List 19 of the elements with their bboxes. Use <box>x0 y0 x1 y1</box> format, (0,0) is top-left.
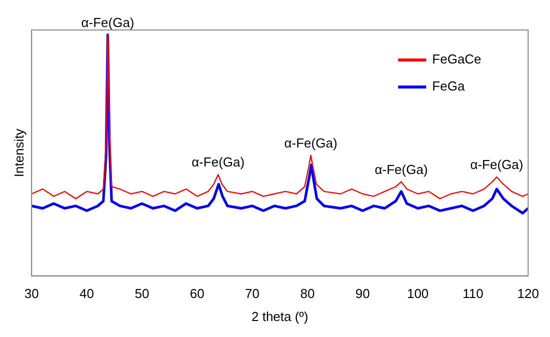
x-tick-label: 30 <box>24 286 39 302</box>
annotation: α-Fe(Ga) <box>374 162 428 177</box>
annotation: α-Fe(Ga) <box>470 157 524 172</box>
x-tick-label: 90 <box>355 286 370 302</box>
y-axis-title: Intensity <box>11 128 26 178</box>
x-tick-label: 80 <box>300 286 315 302</box>
x-tick-label: 70 <box>245 286 260 302</box>
annotation: α-Fe(Ga) <box>81 14 134 30</box>
x-tick-label: 60 <box>190 286 204 302</box>
legend-label: FeGaCe <box>432 52 482 67</box>
annotation: α-Fe(Ga) <box>284 135 338 150</box>
x-tick-label: 40 <box>80 286 94 302</box>
x-tick-label: 110 <box>462 286 484 302</box>
x-axis-title: 2 theta (º) <box>251 308 308 324</box>
x-tick-label: 50 <box>134 286 150 302</box>
legend-label: FeGa <box>432 78 466 94</box>
x-tick-label: 100 <box>406 286 429 302</box>
x-tick-label: 120 <box>517 286 540 302</box>
annotation: α-Fe(Ga) <box>192 154 245 170</box>
